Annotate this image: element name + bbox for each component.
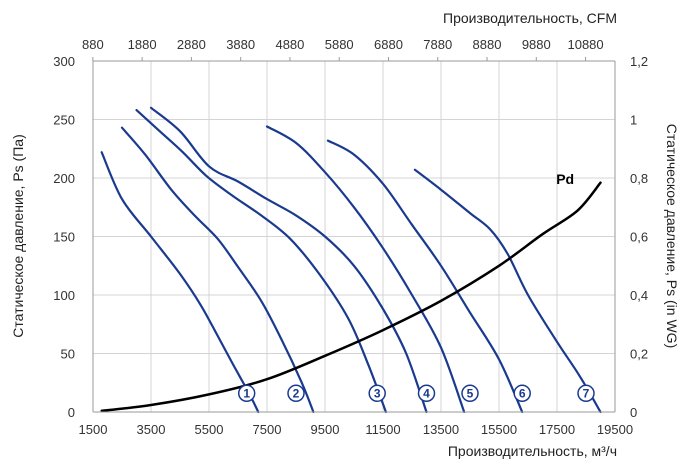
y-right-tick-label: 1,2 xyxy=(630,54,648,69)
curve-number-label: 1 xyxy=(243,386,250,400)
curve-number-badge xyxy=(461,384,479,403)
fan-curve-2 xyxy=(120,126,315,414)
x-top-tick-label: 7880 xyxy=(423,37,452,52)
curve-number-label: 5 xyxy=(467,386,474,400)
x-bottom-tick-label: 13500 xyxy=(423,422,459,437)
pd-curve-label: Pd xyxy=(556,171,574,187)
y-left-axis-title: Статическое давление, Ps (Па) xyxy=(10,134,26,337)
y-left-tick-label: 150 xyxy=(53,230,75,245)
curve-number-label: 2 xyxy=(293,386,300,400)
y-left-tick-label: 250 xyxy=(53,113,75,128)
fan-curve-6 xyxy=(326,139,524,414)
x-top-tick-label: 5880 xyxy=(325,37,354,52)
grid xyxy=(92,60,616,413)
x-top-tick-label: 4880 xyxy=(275,37,304,52)
y-left-tick-label: 50 xyxy=(61,347,75,362)
fan-curve-5 xyxy=(265,125,466,414)
x-top-axis-title: Производительность, CFM xyxy=(443,10,617,26)
curve-number-badge xyxy=(368,384,386,403)
y-right-tick-label: 0,2 xyxy=(630,347,648,362)
x-bottom-tick-label: 9500 xyxy=(311,422,340,437)
y-right-tick-label: 0,8 xyxy=(630,171,648,186)
curve-number-label: 4 xyxy=(423,386,430,400)
x-top-tick-label: 3880 xyxy=(226,37,255,52)
curve-number-label: 7 xyxy=(583,386,590,400)
x-top-tick-label: 2880 xyxy=(177,37,206,52)
x-bottom-tick-label: 5500 xyxy=(195,422,224,437)
y-left-tick-label: 0 xyxy=(68,405,75,420)
axes: 1500 3500 5500 7500 9500 11500 13500 15500 17500… xyxy=(10,10,680,459)
x-top-tick-label: 8880 xyxy=(473,37,502,52)
curve-number-badge xyxy=(577,384,595,403)
x-top-tick-label: 1880 xyxy=(128,37,157,52)
x-bottom-axis-title: Производительность, м³/ч xyxy=(448,443,617,459)
fan-curve-7 xyxy=(413,168,602,414)
y-right-tick-label: 0,6 xyxy=(630,230,648,245)
y-right-tick-label: 1 xyxy=(630,113,637,128)
curve-number-badge xyxy=(287,384,305,403)
x-bottom-tick-label: 1500 xyxy=(79,422,108,437)
curve-number-badge xyxy=(237,384,256,403)
curve-number-label: 6 xyxy=(519,386,526,400)
x-top-tick-label: 880 xyxy=(82,37,104,52)
fan-curve-4 xyxy=(149,106,428,414)
x-top-tick-label: 9880 xyxy=(522,37,551,52)
curve-labels: 1 2 3 4 5 6 7 Pd xyxy=(237,171,595,403)
x-top-tick-label: 6880 xyxy=(374,37,403,52)
fan-curve-1 xyxy=(100,151,260,414)
pd-curve xyxy=(100,181,602,413)
y-right-tick-label: 0,4 xyxy=(630,288,648,303)
x-top-tick-label: 10880 xyxy=(567,37,603,52)
y-right-tick-label: 0 xyxy=(630,405,637,420)
x-bottom-tick-label: 3500 xyxy=(137,422,166,437)
y-left-tick-label: 200 xyxy=(53,171,75,186)
y-left-tick-label: 300 xyxy=(53,54,75,69)
x-bottom-tick-label: 17500 xyxy=(539,422,575,437)
x-bottom-tick-label: 15500 xyxy=(481,422,517,437)
y-right-axis-title: Статическое давление, Ps (in WG) xyxy=(664,124,680,349)
curve-number-badge xyxy=(417,384,436,403)
fan-curve-3 xyxy=(135,109,387,414)
x-bottom-tick-label: 11500 xyxy=(365,422,400,437)
curve-number-badge xyxy=(513,384,531,403)
y-left-tick-label: 100 xyxy=(53,288,75,303)
fan-curves xyxy=(100,106,602,414)
x-bottom-tick-label: 19500 xyxy=(597,422,633,437)
x-bottom-tick-label: 7500 xyxy=(253,422,282,437)
curve-number-label: 3 xyxy=(374,386,381,400)
